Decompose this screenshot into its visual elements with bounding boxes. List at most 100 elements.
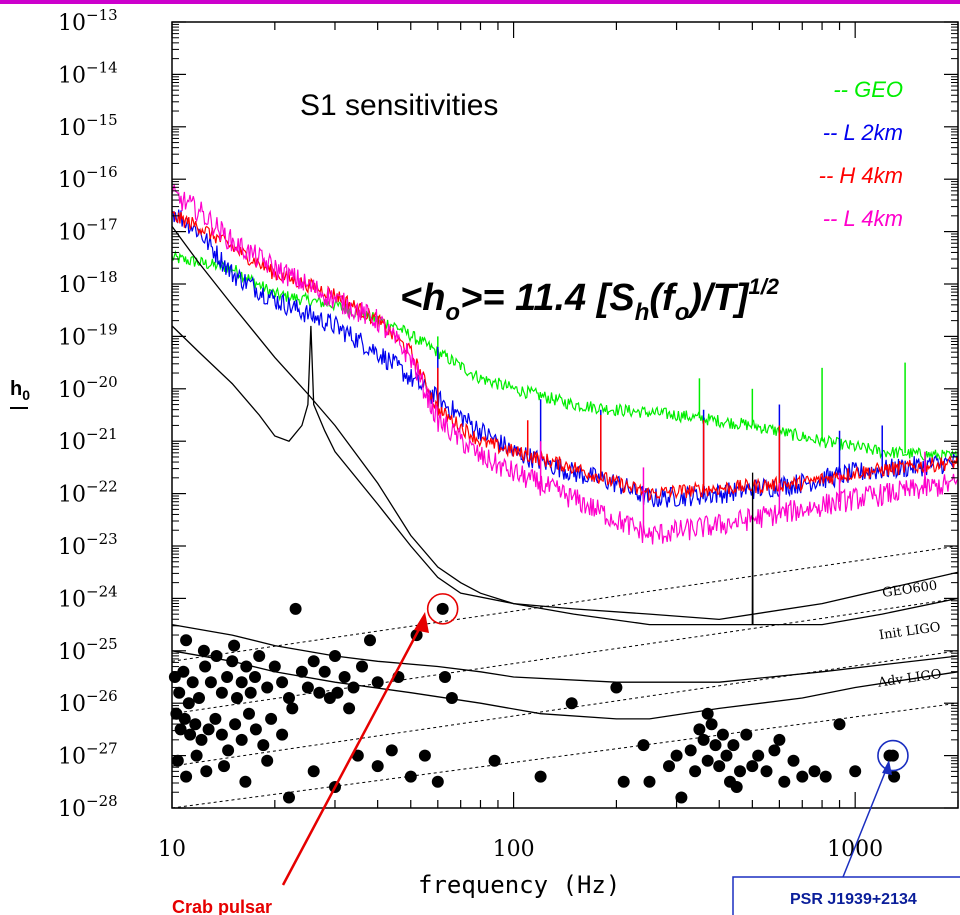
legend-item: -- L 2km (823, 120, 903, 145)
curve-label: Adv LIGO (876, 667, 942, 691)
pulsar-point (727, 739, 740, 752)
pulsar-point (439, 671, 451, 683)
pulsar-point (313, 686, 326, 699)
pulsar-point (720, 749, 733, 762)
formula-lhs-sub: o (445, 299, 460, 326)
noise-curve-geo (171, 249, 959, 464)
psr-arrow (842, 764, 889, 878)
pulsar-point (849, 765, 862, 778)
pulsar-point (229, 718, 242, 731)
pulsar-point (283, 791, 295, 804)
pulsar-point (713, 760, 726, 773)
y-tick-label: 10−17 (58, 216, 118, 246)
pulsar-point (343, 702, 356, 715)
pulsar-point (819, 770, 832, 783)
legend-item: -- GEO (833, 77, 903, 102)
pulsar-point (307, 765, 320, 778)
dashed-line (171, 545, 959, 662)
noise-curve-l-4km (171, 184, 959, 545)
pulsar-point (244, 686, 257, 699)
pulsar-point (347, 681, 360, 694)
y-axis-label: h0 (10, 378, 30, 409)
pulsar-point (787, 754, 800, 767)
pulsar-point (318, 665, 331, 678)
formula-open: (f (649, 277, 678, 319)
chart-title: S1 sensitivities (300, 89, 498, 122)
y-tick-label: 10−23 (58, 530, 118, 560)
pulsar-point (209, 712, 222, 725)
legend-item: -- H 4km (819, 163, 903, 188)
pulsar-point (215, 686, 228, 699)
top-border (0, 0, 960, 4)
pulsar-point (283, 692, 295, 704)
y-tick-label: 10−25 (58, 635, 118, 665)
formula-open-sub: o (675, 299, 690, 326)
pulsar-point (178, 712, 191, 725)
pulsar-points (168, 602, 901, 804)
pulsar-point (404, 770, 417, 783)
pulsar-point (228, 639, 241, 652)
y-axis-label-sub: 0 (22, 387, 30, 403)
y-tick-label: 10−27 (58, 740, 118, 770)
pulsar-point (637, 739, 650, 752)
pulsar-point (199, 660, 212, 673)
pulsar-point (796, 770, 809, 783)
y-tick-labels: 10−13 10−14 10−15 10−16 10−17 10−18 10−19 10−20… (58, 6, 118, 822)
pulsar-point (200, 765, 213, 778)
pulsar-point (701, 754, 714, 767)
pulsar-point (709, 739, 722, 752)
y-tick-label: 10−21 (58, 425, 118, 455)
x-tick-label: 10 (158, 837, 186, 862)
y-tick-label: 10−13 (58, 6, 118, 36)
pulsar-point (215, 728, 228, 741)
pulsar-point (210, 650, 223, 662)
pulsar-point (218, 760, 230, 773)
pulsar-point (364, 634, 376, 647)
pulsar-point (730, 781, 743, 793)
psr-box (732, 876, 960, 915)
pulsar-point (249, 723, 262, 736)
y-tick-label: 10−18 (58, 268, 118, 298)
pulsar-point (808, 765, 821, 778)
pulsar-point (239, 775, 252, 788)
noise-curve-l-2km (171, 209, 959, 508)
y-tick-label: 10−26 (58, 687, 118, 717)
pulsar-point (488, 754, 501, 767)
pulsar-point (257, 739, 270, 752)
pulsar-point (249, 671, 261, 683)
dashed-line (171, 597, 959, 715)
x-axis-label: frequency (Hz) (418, 871, 620, 899)
highlight-circle (877, 739, 909, 772)
pulsar-point (338, 671, 351, 683)
plot-frame (171, 21, 959, 809)
pulsar-point (261, 681, 274, 694)
pulsar-point (746, 760, 759, 773)
dashed-line (171, 702, 959, 809)
highlight-circles (426, 593, 909, 772)
reference-curve-upper (171, 226, 959, 621)
pulsar-point (643, 775, 656, 788)
pulsar-point (565, 697, 578, 710)
highlight-circle (426, 593, 459, 625)
reference-curve-spiky (171, 325, 959, 626)
formula-close: )/T] (685, 277, 749, 319)
pulsar-point (431, 775, 444, 788)
pulsar-point (180, 634, 193, 647)
dashed-lines (171, 545, 959, 809)
pulsar-point (202, 723, 215, 736)
y-tick-label: 10−20 (58, 373, 118, 403)
pulsar-point (773, 733, 786, 746)
pulsar-point (752, 749, 765, 762)
pulsar-point (289, 602, 302, 615)
dashed-line (171, 650, 959, 767)
pulsar-point (693, 723, 706, 736)
pulsar-point (385, 744, 398, 757)
pulsar-point (276, 676, 289, 689)
pulsar-point (186, 676, 199, 689)
reference-curve-labels: GEO600 Init LIGO Adv LIGO (876, 578, 942, 690)
y-tick-label: 10−16 (58, 163, 118, 193)
crab-annotation: Crab pulsar (172, 612, 429, 915)
pulsar-point (190, 749, 203, 762)
crab-arrowhead (414, 612, 429, 633)
plot-frame-rect (171, 21, 959, 809)
